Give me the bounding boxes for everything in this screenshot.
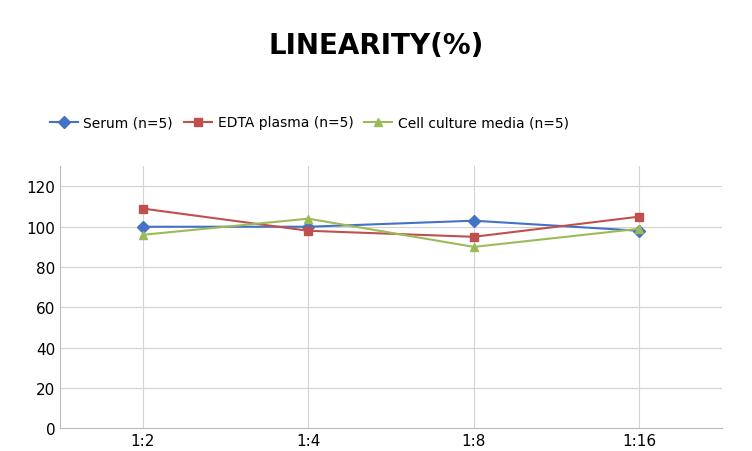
Line: Cell culture media (n=5): Cell culture media (n=5) [138, 215, 644, 252]
Serum (n=5) [138, 225, 147, 230]
Legend: Serum (n=5), EDTA plasma (n=5), Cell culture media (n=5): Serum (n=5), EDTA plasma (n=5), Cell cul… [44, 110, 575, 136]
Line: Serum (n=5): Serum (n=5) [138, 217, 644, 235]
Text: LINEARITY(%): LINEARITY(%) [268, 32, 484, 60]
Line: EDTA plasma (n=5): EDTA plasma (n=5) [138, 205, 644, 241]
Cell culture media (n=5) [635, 226, 644, 232]
Serum (n=5) [469, 218, 478, 224]
Cell culture media (n=5) [138, 233, 147, 238]
EDTA plasma (n=5) [304, 229, 313, 234]
Cell culture media (n=5) [469, 244, 478, 250]
EDTA plasma (n=5) [138, 207, 147, 212]
Serum (n=5) [635, 229, 644, 234]
Cell culture media (n=5) [304, 216, 313, 222]
EDTA plasma (n=5) [469, 235, 478, 240]
Serum (n=5) [304, 225, 313, 230]
EDTA plasma (n=5) [635, 215, 644, 220]
